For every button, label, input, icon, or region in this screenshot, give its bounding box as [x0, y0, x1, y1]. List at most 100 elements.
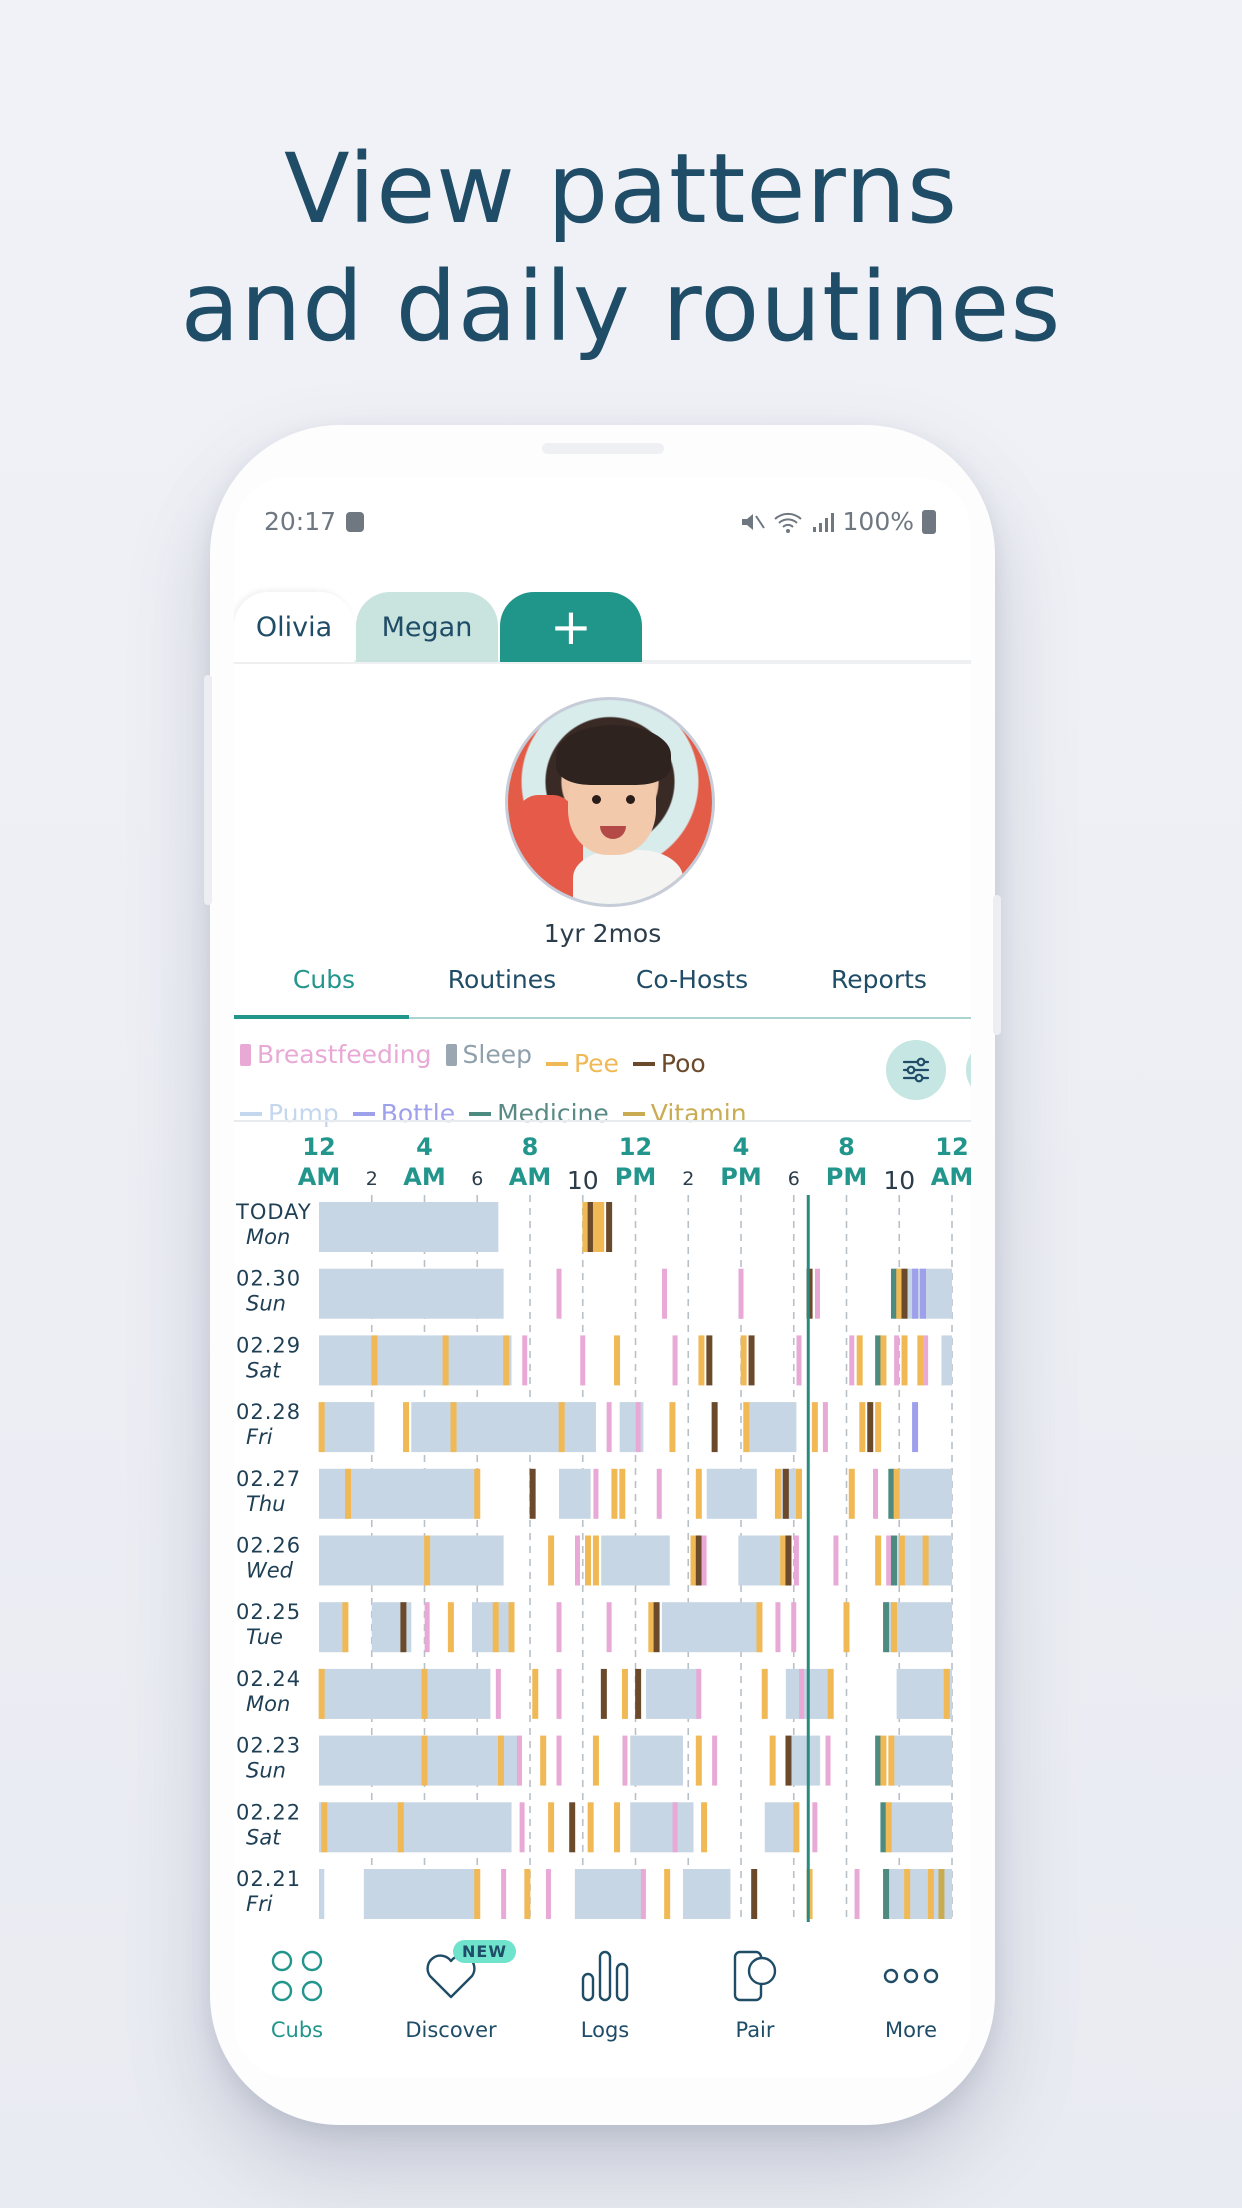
row-day-label: Tue: [246, 1625, 283, 1649]
breastfeeding-mark: [662, 1268, 668, 1319]
tab-co-hosts[interactable]: Co-Hosts: [635, 965, 749, 994]
profile-tab-megan[interactable]: Megan: [356, 592, 498, 662]
plus-icon: +: [550, 598, 592, 656]
axis-tick-label: AM: [931, 1163, 971, 1191]
breastfeeding-mark: [793, 1535, 799, 1586]
legend-swatch: [469, 1112, 492, 1116]
legend-swatch: [240, 1112, 262, 1116]
pee-mark: [827, 1668, 834, 1719]
legend-item-poo: Poo: [632, 1042, 706, 1086]
pee-mark: [345, 1468, 352, 1519]
poo-mark: [569, 1802, 576, 1853]
row-day-label: Thu: [246, 1492, 285, 1516]
legend-swatch: [545, 1062, 568, 1066]
legend-label: Vitamin: [650, 1099, 747, 1128]
avatar[interactable]: [505, 697, 715, 907]
avatar-eye-right: [626, 795, 635, 804]
legend-swatch: [240, 1044, 251, 1066]
medicine-mark: [880, 1802, 887, 1853]
sleep-bar: [319, 1668, 491, 1719]
axis-tick-label: 8: [838, 1133, 855, 1161]
breastfeeding-mark: [516, 1735, 522, 1786]
status-icons: 100%: [739, 507, 936, 536]
axis-tick-label: 6: [471, 1168, 483, 1190]
pee-mark: [843, 1602, 850, 1653]
legend: Breastfeeding Sleep Pee Poo Pump Bottle Medici…: [240, 1033, 840, 1136]
pee-mark: [424, 1535, 431, 1586]
breastfeeding-mark: [640, 1869, 646, 1919]
breastfeeding-mark: [656, 1468, 662, 1519]
axis-tick-label: 2: [682, 1168, 694, 1190]
pee-mark: [690, 1535, 697, 1586]
pee-mark: [780, 1535, 787, 1586]
nav-discover[interactable]: NEW Discover: [391, 1940, 516, 2042]
sleep-bar: [319, 1202, 499, 1252]
breastfeeding-mark: [522, 1335, 528, 1386]
pee-mark: [743, 1402, 750, 1453]
nav-pair[interactable]: Pair: [695, 1946, 815, 2042]
child-age: 1yr 2mos: [543, 919, 662, 948]
pee-mark: [592, 1202, 599, 1252]
breastfeeding-mark: [672, 1335, 678, 1386]
pee-mark: [695, 1468, 702, 1519]
medicine-mark: [883, 1869, 890, 1919]
expand-button[interactable]: [966, 1040, 971, 1100]
pee-mark: [371, 1335, 378, 1386]
cubs-icon: [271, 1950, 323, 2002]
sleep-bar: [319, 1869, 325, 1919]
row-date-label: 02.25: [236, 1600, 301, 1624]
pee-mark: [614, 1335, 621, 1386]
pee-mark: [669, 1402, 676, 1453]
breastfeeding-mark: [796, 1335, 802, 1386]
poo-mark: [785, 1735, 792, 1786]
sleep-bar: [363, 1869, 480, 1919]
nav-cubs-label: Cubs: [270, 2018, 324, 2042]
axis-tick-label: 8: [522, 1133, 539, 1161]
add-profile-button[interactable]: +: [500, 592, 642, 662]
pee-mark: [442, 1335, 449, 1386]
axis-tick-label: 12: [619, 1133, 652, 1161]
phone-side-button: [204, 675, 212, 905]
pee-mark: [548, 1535, 555, 1586]
axis-tick-label: 10: [883, 1166, 915, 1195]
pee-mark: [558, 1402, 565, 1453]
tab-reports[interactable]: Reports: [831, 965, 927, 994]
nav-pair-label: Pair: [735, 2018, 775, 2042]
breastfeeding-mark: [701, 1535, 707, 1586]
nav-logs[interactable]: Logs: [545, 1946, 665, 2042]
pee-mark: [492, 1602, 499, 1653]
nav-cubs[interactable]: Cubs: [237, 1946, 357, 2042]
pee-mark: [474, 1869, 481, 1919]
row-date-label: 02.27: [236, 1467, 301, 1491]
breastfeeding-mark: [822, 1402, 828, 1453]
sleep-bar: [886, 1602, 952, 1653]
sleep-bar: [319, 1802, 512, 1853]
breastfeeding-mark: [814, 1268, 820, 1319]
poo-mark: [901, 1268, 908, 1319]
tab-cubs[interactable]: Cubs: [292, 965, 356, 994]
row-day-label: Sat: [246, 1825, 281, 1849]
nav-more[interactable]: More: [851, 1946, 971, 2042]
poo-mark: [711, 1402, 718, 1453]
row-date-label: 02.24: [236, 1667, 301, 1691]
pee-mark: [508, 1602, 515, 1653]
row-day-label: Wed: [246, 1559, 294, 1583]
poo-mark: [400, 1602, 407, 1653]
breastfeeding-mark: [791, 1602, 797, 1653]
pee-mark: [474, 1468, 481, 1519]
sleep-bar: [574, 1869, 644, 1919]
filter-button[interactable]: [886, 1040, 946, 1100]
headline-line-2: and daily routines: [180, 251, 1062, 363]
axis-tick-label: AM: [509, 1163, 551, 1191]
legend-swatch: [632, 1062, 655, 1066]
pee-mark: [761, 1668, 768, 1719]
avatar-mouth: [600, 826, 626, 839]
tab-routines[interactable]: Routines: [447, 965, 557, 994]
pee-mark: [421, 1668, 428, 1719]
nav-logs-label: Logs: [580, 2018, 630, 2042]
pee-mark: [901, 1335, 908, 1386]
pee-mark: [585, 1535, 592, 1586]
pee-mark: [917, 1335, 924, 1386]
row-day-label: Sun: [246, 1292, 286, 1316]
profile-tab-olivia[interactable]: Olivia: [234, 592, 354, 662]
